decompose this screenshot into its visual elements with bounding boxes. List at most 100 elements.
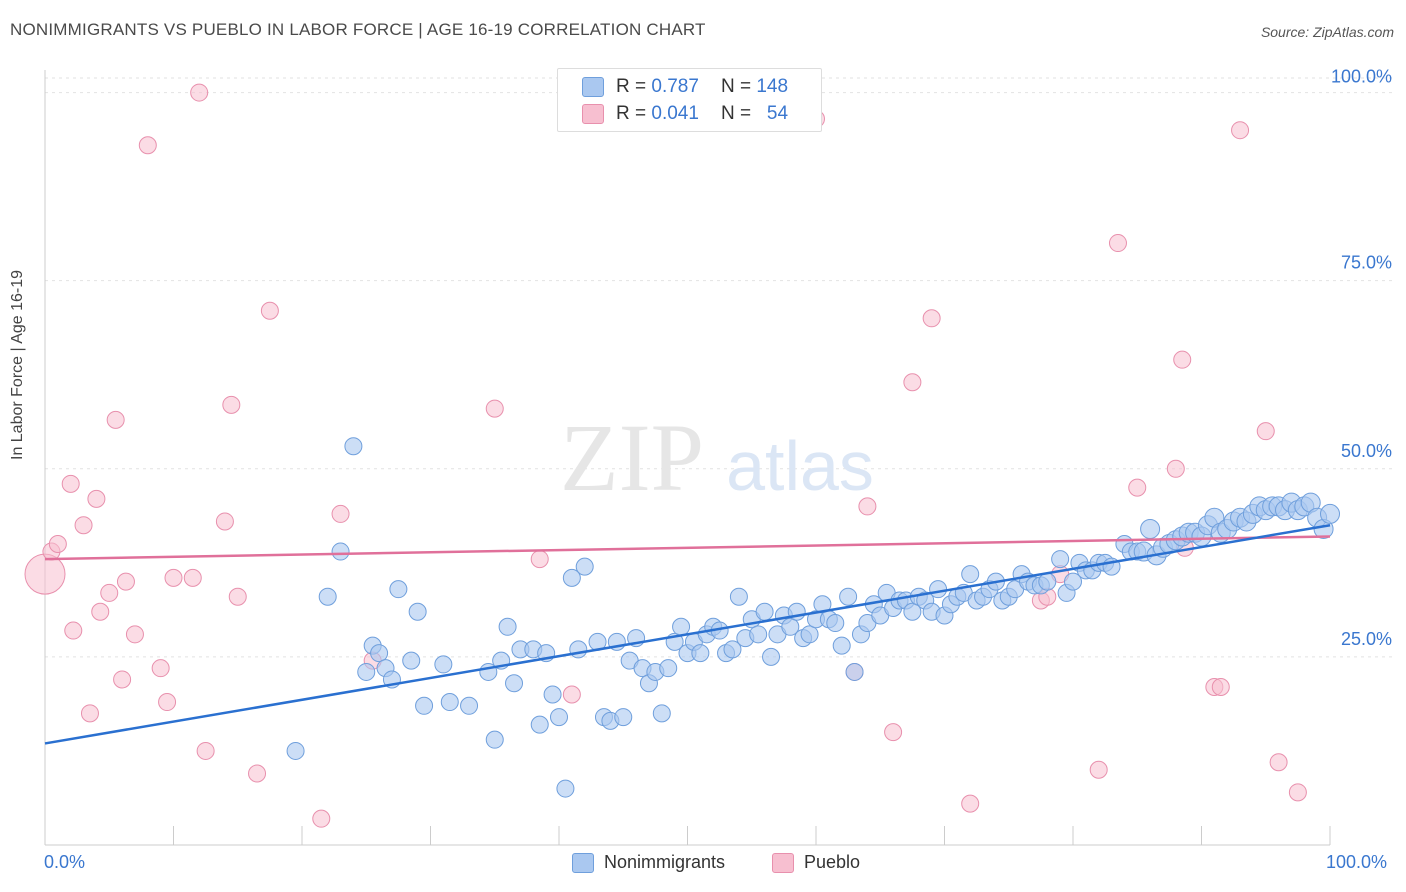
legend-row-nonimmigrants: R = 0.787 N = 148 bbox=[582, 74, 788, 100]
nonimmigrants-point bbox=[1051, 550, 1070, 569]
nonimmigrants-point bbox=[845, 662, 864, 681]
pueblo-point bbox=[961, 794, 980, 813]
pueblo-point bbox=[331, 504, 350, 523]
legend-r-label: R = bbox=[616, 76, 647, 97]
pueblo-trend-line bbox=[44, 535, 1331, 561]
nonimmigrants-point bbox=[440, 693, 459, 712]
y-tick-labels: 25.0% 50.0% 75.0% 100.0% bbox=[1331, 67, 1392, 649]
legend-r-label: R = bbox=[616, 103, 647, 124]
series-legend-nonimmigrants: Nonimmigrants bbox=[572, 852, 725, 873]
nonimmigrants-point bbox=[781, 617, 800, 636]
nonimmigrants-point bbox=[286, 741, 305, 760]
pueblo-point bbox=[1166, 459, 1185, 478]
pueblo-point bbox=[138, 136, 157, 155]
legend-swatch-pink bbox=[582, 104, 604, 124]
pueblo-point bbox=[858, 497, 877, 516]
nonimmigrants-point bbox=[370, 644, 389, 663]
nonimmigrants-point bbox=[550, 708, 568, 727]
y-tick-label: 50.0% bbox=[1341, 441, 1392, 461]
pueblo-point bbox=[158, 693, 177, 712]
source-label: Source: ZipAtlas.com bbox=[1260, 24, 1394, 40]
pueblo-point bbox=[80, 704, 99, 723]
nonimmigrants-point bbox=[543, 685, 562, 704]
pueblo-point bbox=[215, 512, 234, 531]
legend-n-label: N = bbox=[720, 76, 752, 97]
nonimmigrants-point bbox=[434, 655, 453, 674]
pueblo-point bbox=[106, 410, 125, 429]
pueblo-point bbox=[903, 373, 922, 392]
nonimmigrants-point bbox=[575, 557, 594, 576]
pueblo-point bbox=[24, 553, 66, 595]
trend-lines bbox=[44, 523, 1331, 745]
nonimmigrants-point bbox=[1320, 503, 1340, 524]
nonimmigrants-point bbox=[755, 602, 774, 621]
pueblo-point bbox=[100, 583, 119, 602]
pueblo-point bbox=[1108, 234, 1127, 253]
nonimmigrants-point bbox=[729, 587, 748, 606]
pueblo-point bbox=[1269, 753, 1288, 772]
nonimmigrants-point bbox=[318, 587, 337, 606]
nonimmigrants-point bbox=[659, 659, 678, 678]
nonimmigrants-point bbox=[672, 617, 691, 636]
y-axis-label: In Labor Force | Age 16-19 bbox=[9, 269, 26, 460]
legend-n-value: 148 bbox=[756, 76, 789, 97]
legend-r-value: 0.787 bbox=[651, 76, 699, 97]
nonimmigrants-point bbox=[762, 647, 781, 666]
pueblo-point bbox=[196, 741, 215, 760]
nonimmigrants-point bbox=[723, 640, 742, 659]
nonimmigrants-point bbox=[839, 587, 858, 606]
nonimmigrants-point bbox=[344, 437, 363, 456]
pueblo-point bbox=[48, 535, 67, 554]
pueblo-point bbox=[61, 474, 80, 493]
nonimmigrants-point bbox=[505, 674, 524, 693]
pueblo-point bbox=[530, 550, 549, 569]
pueblo-point bbox=[91, 602, 110, 621]
pueblo-point bbox=[562, 685, 581, 704]
nonimmigrants-point bbox=[569, 640, 588, 659]
legend-n-label: N = bbox=[720, 103, 752, 124]
nonimmigrants-point bbox=[562, 568, 581, 587]
series-swatch-pink bbox=[772, 852, 794, 873]
legend-r-value: 0.041 bbox=[651, 103, 699, 124]
legend-row-pueblo: R = 0.041 N = 54 bbox=[582, 101, 788, 127]
grid-lines bbox=[45, 77, 1395, 658]
pueblo-point bbox=[190, 83, 209, 102]
pueblo-point bbox=[151, 659, 170, 678]
nonimmigrants-point bbox=[800, 625, 819, 644]
pueblo-point bbox=[922, 309, 941, 328]
nonimmigrants-point bbox=[749, 625, 768, 644]
pueblo-point bbox=[1173, 350, 1192, 369]
y-tick-label: 25.0% bbox=[1341, 629, 1392, 649]
nonimmigrants-point bbox=[556, 779, 575, 798]
nonimmigrants-points bbox=[286, 437, 1340, 798]
nonimmigrants-point bbox=[389, 580, 408, 599]
pueblo-point bbox=[248, 764, 267, 783]
nonimmigrants-point bbox=[460, 696, 479, 715]
pueblo-point bbox=[1256, 422, 1275, 441]
pueblo-point bbox=[485, 399, 504, 418]
nonimmigrants-point bbox=[357, 662, 376, 681]
nonimmigrants-point bbox=[331, 542, 350, 561]
series-label: Nonimmigrants bbox=[604, 852, 726, 872]
pueblo-point bbox=[116, 572, 135, 591]
nonimmigrants-point bbox=[903, 602, 922, 621]
nonimmigrants-point bbox=[1038, 572, 1057, 591]
nonimmigrants-point bbox=[1140, 518, 1161, 539]
watermark-zip: ZIP bbox=[560, 404, 704, 511]
x-tick-label-max: 100.0% bbox=[1326, 852, 1388, 872]
pueblo-point bbox=[1231, 121, 1250, 140]
y-tick-label: 75.0% bbox=[1341, 253, 1392, 273]
series-swatch-blue bbox=[572, 852, 594, 873]
legend-swatch-blue bbox=[582, 77, 604, 97]
nonimmigrants-point bbox=[652, 704, 671, 723]
nonimmigrants-point bbox=[415, 696, 434, 715]
series-legend: Nonimmigrants Pueblo bbox=[0, 852, 1406, 878]
nonimmigrants-point bbox=[691, 644, 710, 663]
nonimmigrants-point bbox=[1064, 572, 1082, 591]
pueblo-point bbox=[1288, 783, 1307, 802]
correlation-legend: R = 0.787 N = 148 R = 0.041 N = 54 bbox=[557, 68, 822, 132]
pueblo-point bbox=[1211, 677, 1230, 696]
nonimmigrants-point bbox=[929, 580, 948, 599]
nonimmigrants-point bbox=[832, 636, 851, 655]
